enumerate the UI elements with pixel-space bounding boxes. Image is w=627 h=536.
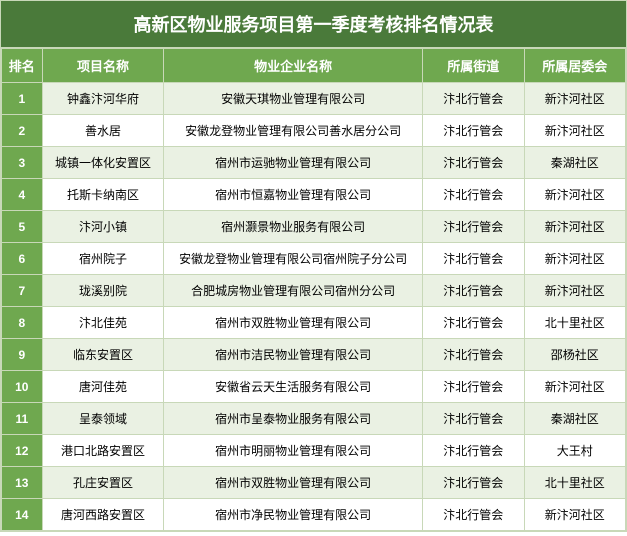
rank-cell: 3 bbox=[2, 147, 43, 179]
data-cell: 新汴河社区 bbox=[524, 83, 626, 115]
data-cell: 宿州市恒嘉物业管理有限公司 bbox=[164, 179, 423, 211]
data-cell: 新汴河社区 bbox=[524, 179, 626, 211]
col-rank: 排名 bbox=[2, 49, 43, 83]
data-cell: 汴北行管会 bbox=[423, 435, 524, 467]
data-cell: 秦湖社区 bbox=[524, 147, 626, 179]
data-cell: 唐河西路安置区 bbox=[42, 499, 164, 531]
rank-cell: 1 bbox=[2, 83, 43, 115]
rank-cell: 7 bbox=[2, 275, 43, 307]
table-row: 3城镇一体化安置区宿州市运驰物业管理有限公司汴北行管会秦湖社区 bbox=[2, 147, 626, 179]
data-cell: 珑溪别院 bbox=[42, 275, 164, 307]
table-row: 12港口北路安置区宿州市明丽物业管理有限公司汴北行管会大王村 bbox=[2, 435, 626, 467]
col-company: 物业企业名称 bbox=[164, 49, 423, 83]
table-row: 11呈泰领域宿州市呈泰物业服务有限公司汴北行管会秦湖社区 bbox=[2, 403, 626, 435]
data-cell: 安徽龙登物业管理有限公司善水居分公司 bbox=[164, 115, 423, 147]
data-cell: 北十里社区 bbox=[524, 307, 626, 339]
rank-cell: 10 bbox=[2, 371, 43, 403]
data-cell: 汴北行管会 bbox=[423, 147, 524, 179]
data-cell: 新汴河社区 bbox=[524, 115, 626, 147]
col-committee: 所属居委会 bbox=[524, 49, 626, 83]
table-row: 6宿州院子安徽龙登物业管理有限公司宿州院子分公司汴北行管会新汴河社区 bbox=[2, 243, 626, 275]
data-cell: 钟鑫汴河华府 bbox=[42, 83, 164, 115]
data-cell: 唐河佳苑 bbox=[42, 371, 164, 403]
data-cell: 新汴河社区 bbox=[524, 211, 626, 243]
rank-cell: 8 bbox=[2, 307, 43, 339]
data-cell: 秦湖社区 bbox=[524, 403, 626, 435]
data-cell: 宿州市双胜物业管理有限公司 bbox=[164, 467, 423, 499]
data-cell: 宿州市呈泰物业服务有限公司 bbox=[164, 403, 423, 435]
rank-cell: 11 bbox=[2, 403, 43, 435]
rank-cell: 5 bbox=[2, 211, 43, 243]
table-row: 4托斯卡纳南区宿州市恒嘉物业管理有限公司汴北行管会新汴河社区 bbox=[2, 179, 626, 211]
data-cell: 汴北行管会 bbox=[423, 339, 524, 371]
table-row: 2善水居安徽龙登物业管理有限公司善水居分公司汴北行管会新汴河社区 bbox=[2, 115, 626, 147]
data-cell: 新汴河社区 bbox=[524, 499, 626, 531]
data-cell: 汴北行管会 bbox=[423, 403, 524, 435]
data-cell: 呈泰领域 bbox=[42, 403, 164, 435]
ranking-table-container: 高新区物业服务项目第一季度考核排名情况表 排名 项目名称 物业企业名称 所属街道… bbox=[0, 0, 627, 532]
table-row: 5汴河小镇宿州灏景物业服务有限公司汴北行管会新汴河社区 bbox=[2, 211, 626, 243]
table-row: 10唐河佳苑安徽省云天生活服务有限公司汴北行管会新汴河社区 bbox=[2, 371, 626, 403]
data-cell: 城镇一体化安置区 bbox=[42, 147, 164, 179]
data-cell: 汴北行管会 bbox=[423, 211, 524, 243]
table-row: 1钟鑫汴河华府安徽天琪物业管理有限公司汴北行管会新汴河社区 bbox=[2, 83, 626, 115]
data-cell: 汴北行管会 bbox=[423, 275, 524, 307]
rank-cell: 2 bbox=[2, 115, 43, 147]
rank-cell: 9 bbox=[2, 339, 43, 371]
rank-cell: 14 bbox=[2, 499, 43, 531]
rank-cell: 13 bbox=[2, 467, 43, 499]
data-cell: 汴北行管会 bbox=[423, 371, 524, 403]
col-project: 项目名称 bbox=[42, 49, 164, 83]
data-cell: 汴北行管会 bbox=[423, 499, 524, 531]
table-title: 高新区物业服务项目第一季度考核排名情况表 bbox=[1, 1, 626, 48]
data-cell: 北十里社区 bbox=[524, 467, 626, 499]
data-cell: 新汴河社区 bbox=[524, 243, 626, 275]
table-row: 8汴北佳苑宿州市双胜物业管理有限公司汴北行管会北十里社区 bbox=[2, 307, 626, 339]
rank-cell: 4 bbox=[2, 179, 43, 211]
data-cell: 汴北行管会 bbox=[423, 307, 524, 339]
col-street: 所属街道 bbox=[423, 49, 524, 83]
data-cell: 宿州院子 bbox=[42, 243, 164, 275]
data-cell: 汴河小镇 bbox=[42, 211, 164, 243]
data-cell: 宿州灏景物业服务有限公司 bbox=[164, 211, 423, 243]
ranking-table: 排名 项目名称 物业企业名称 所属街道 所属居委会 1钟鑫汴河华府安徽天琪物业管… bbox=[1, 48, 626, 531]
data-cell: 汴北行管会 bbox=[423, 83, 524, 115]
data-cell: 安徽省云天生活服务有限公司 bbox=[164, 371, 423, 403]
data-cell: 安徽天琪物业管理有限公司 bbox=[164, 83, 423, 115]
table-row: 14唐河西路安置区宿州市净民物业管理有限公司汴北行管会新汴河社区 bbox=[2, 499, 626, 531]
table-row: 9临东安置区宿州市洁民物业管理有限公司汴北行管会邵杨社区 bbox=[2, 339, 626, 371]
data-cell: 宿州市净民物业管理有限公司 bbox=[164, 499, 423, 531]
data-cell: 新汴河社区 bbox=[524, 275, 626, 307]
data-cell: 汴北佳苑 bbox=[42, 307, 164, 339]
data-cell: 安徽龙登物业管理有限公司宿州院子分公司 bbox=[164, 243, 423, 275]
data-cell: 宿州市双胜物业管理有限公司 bbox=[164, 307, 423, 339]
data-cell: 临东安置区 bbox=[42, 339, 164, 371]
data-cell: 汴北行管会 bbox=[423, 243, 524, 275]
table-row: 13孔庄安置区宿州市双胜物业管理有限公司汴北行管会北十里社区 bbox=[2, 467, 626, 499]
rank-cell: 6 bbox=[2, 243, 43, 275]
data-cell: 新汴河社区 bbox=[524, 371, 626, 403]
data-cell: 善水居 bbox=[42, 115, 164, 147]
data-cell: 汴北行管会 bbox=[423, 467, 524, 499]
data-cell: 宿州市洁民物业管理有限公司 bbox=[164, 339, 423, 371]
data-cell: 邵杨社区 bbox=[524, 339, 626, 371]
rank-cell: 12 bbox=[2, 435, 43, 467]
data-cell: 托斯卡纳南区 bbox=[42, 179, 164, 211]
data-cell: 宿州市明丽物业管理有限公司 bbox=[164, 435, 423, 467]
data-cell: 孔庄安置区 bbox=[42, 467, 164, 499]
data-cell: 宿州市运驰物业管理有限公司 bbox=[164, 147, 423, 179]
data-cell: 港口北路安置区 bbox=[42, 435, 164, 467]
data-cell: 汴北行管会 bbox=[423, 115, 524, 147]
data-cell: 汴北行管会 bbox=[423, 179, 524, 211]
table-row: 7珑溪别院合肥城房物业管理有限公司宿州分公司汴北行管会新汴河社区 bbox=[2, 275, 626, 307]
data-cell: 合肥城房物业管理有限公司宿州分公司 bbox=[164, 275, 423, 307]
data-cell: 大王村 bbox=[524, 435, 626, 467]
table-body: 1钟鑫汴河华府安徽天琪物业管理有限公司汴北行管会新汴河社区2善水居安徽龙登物业管… bbox=[2, 83, 626, 531]
table-header: 排名 项目名称 物业企业名称 所属街道 所属居委会 bbox=[2, 49, 626, 83]
